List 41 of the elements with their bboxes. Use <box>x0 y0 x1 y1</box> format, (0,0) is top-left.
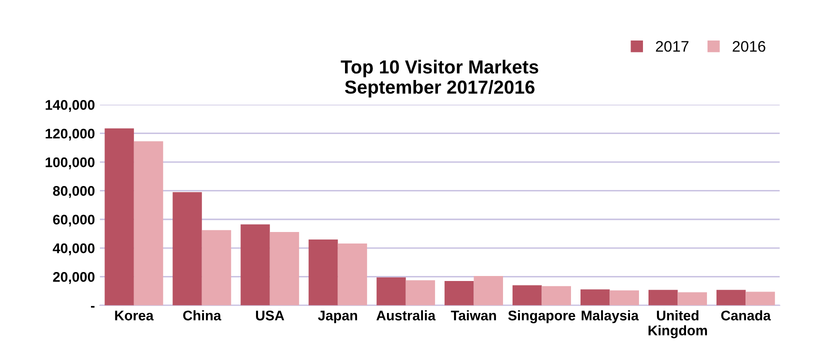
x-tick-label: Taiwan <box>450 310 496 320</box>
bar <box>444 281 474 306</box>
x-tick-label: Japan <box>318 310 358 324</box>
y-tick-label: - <box>90 306 94 308</box>
x-tick-label: Australia <box>376 310 436 320</box>
bar <box>474 276 504 306</box>
y-tick-label: 40,000 <box>52 243 94 256</box>
y-tick-label: 60,000 <box>53 214 94 227</box>
bar <box>512 285 542 306</box>
x-tick-label: China <box>183 310 222 320</box>
bar <box>270 232 300 306</box>
bar <box>202 230 232 306</box>
bar <box>172 192 202 306</box>
y-tick-label: 140,000 <box>46 100 94 112</box>
x-tick-label: Canada <box>721 310 771 320</box>
x-tick-label: Singapore <box>508 310 576 324</box>
y-tick-label: 80,000 <box>53 186 94 198</box>
bar <box>134 141 164 306</box>
bar <box>678 292 707 306</box>
bar <box>406 280 436 306</box>
bar <box>338 243 368 306</box>
x-tick-label: United Kingdom <box>648 310 707 338</box>
legend-label: 2017 <box>656 40 688 52</box>
x-tick-label: USA <box>256 310 284 320</box>
y-tick-label: 20,000 <box>53 272 94 284</box>
x-tick-label: Korea <box>115 310 154 320</box>
bar <box>746 292 775 306</box>
y-tick-label: 100,000 <box>46 157 94 170</box>
bar <box>648 290 678 306</box>
bar <box>610 290 639 306</box>
bar <box>104 128 134 306</box>
bar <box>376 277 406 306</box>
bar <box>580 289 610 306</box>
legend-label: 2016 <box>732 40 766 52</box>
bar <box>240 224 270 306</box>
bar <box>716 290 746 306</box>
x-tick-label: Malaysia <box>582 310 639 324</box>
y-tick-label: 120,000 <box>46 128 94 141</box>
bar <box>542 286 571 306</box>
chart-title: Top 10 Visitor Markets September 2017/2016 <box>340 60 538 98</box>
bar <box>308 239 338 306</box>
